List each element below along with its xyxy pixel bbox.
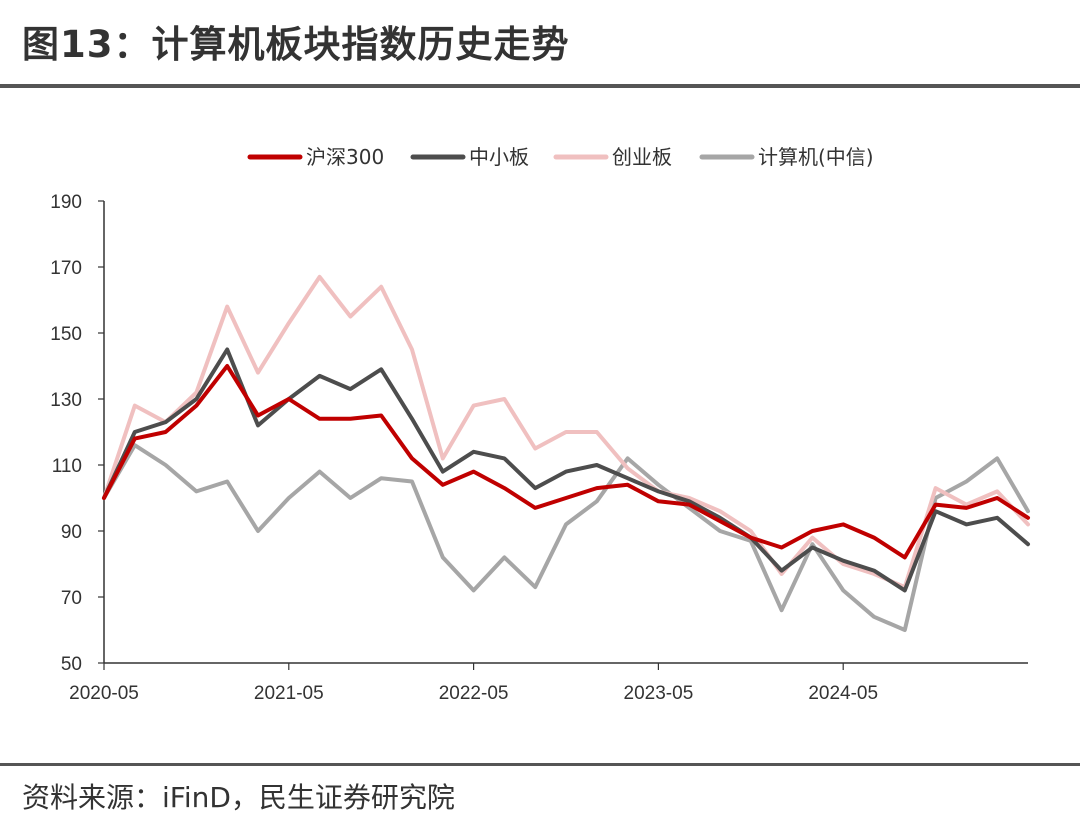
y-tick-label: 190: [50, 192, 82, 213]
line-chart: 沪深300 中小板 创业板 计算机(中信) 50 70 90 110 130 150 170 190…: [50, 145, 1030, 704]
source-note: 资料来源：iFinD，民生证券研究院: [22, 781, 455, 814]
y-tick-label: 90: [61, 522, 82, 543]
y-axis: 50 70 90 110 130 150 170 190: [50, 192, 105, 675]
series-line-0: [102, 364, 1030, 560]
series-line-2: [102, 274, 1030, 590]
legend-label: 创业板: [612, 145, 672, 169]
y-tick-label: 50: [61, 654, 82, 675]
page-title: 图13：计算机板块指数历史走势: [22, 23, 570, 66]
legend-label: 计算机(中信): [758, 145, 874, 169]
x-tick-label: 2023-05: [624, 683, 694, 704]
y-tick-label: 170: [50, 258, 82, 279]
y-tick-label: 70: [61, 588, 82, 609]
y-tick-label: 110: [52, 456, 82, 477]
legend-item: 中小板: [410, 145, 529, 169]
x-tick-label: 2021-05: [254, 683, 324, 704]
legend-item: 沪深300: [247, 145, 384, 169]
x-tick-label: 2022-05: [439, 683, 509, 704]
series-line-1: [102, 347, 1030, 593]
x-axis: 2020-05 2021-05 2022-05 2023-05 2024-05: [69, 662, 1028, 704]
series-lines: [102, 274, 1030, 632]
legend-label: 沪深300: [306, 145, 384, 169]
x-tick-label: 2024-05: [808, 683, 878, 704]
legend-item: 计算机(中信): [699, 145, 874, 169]
legend-label: 中小板: [469, 145, 529, 169]
legend: 沪深300 中小板 创业板 计算机(中信): [247, 145, 874, 169]
y-tick-label: 130: [50, 390, 82, 411]
title-divider: [0, 84, 1080, 88]
series-line-3: [102, 443, 1030, 632]
legend-item: 创业板: [553, 145, 672, 169]
x-tick-label: 2020-05: [69, 683, 139, 704]
y-tick-label: 150: [50, 324, 82, 345]
footer-divider: [0, 763, 1080, 766]
